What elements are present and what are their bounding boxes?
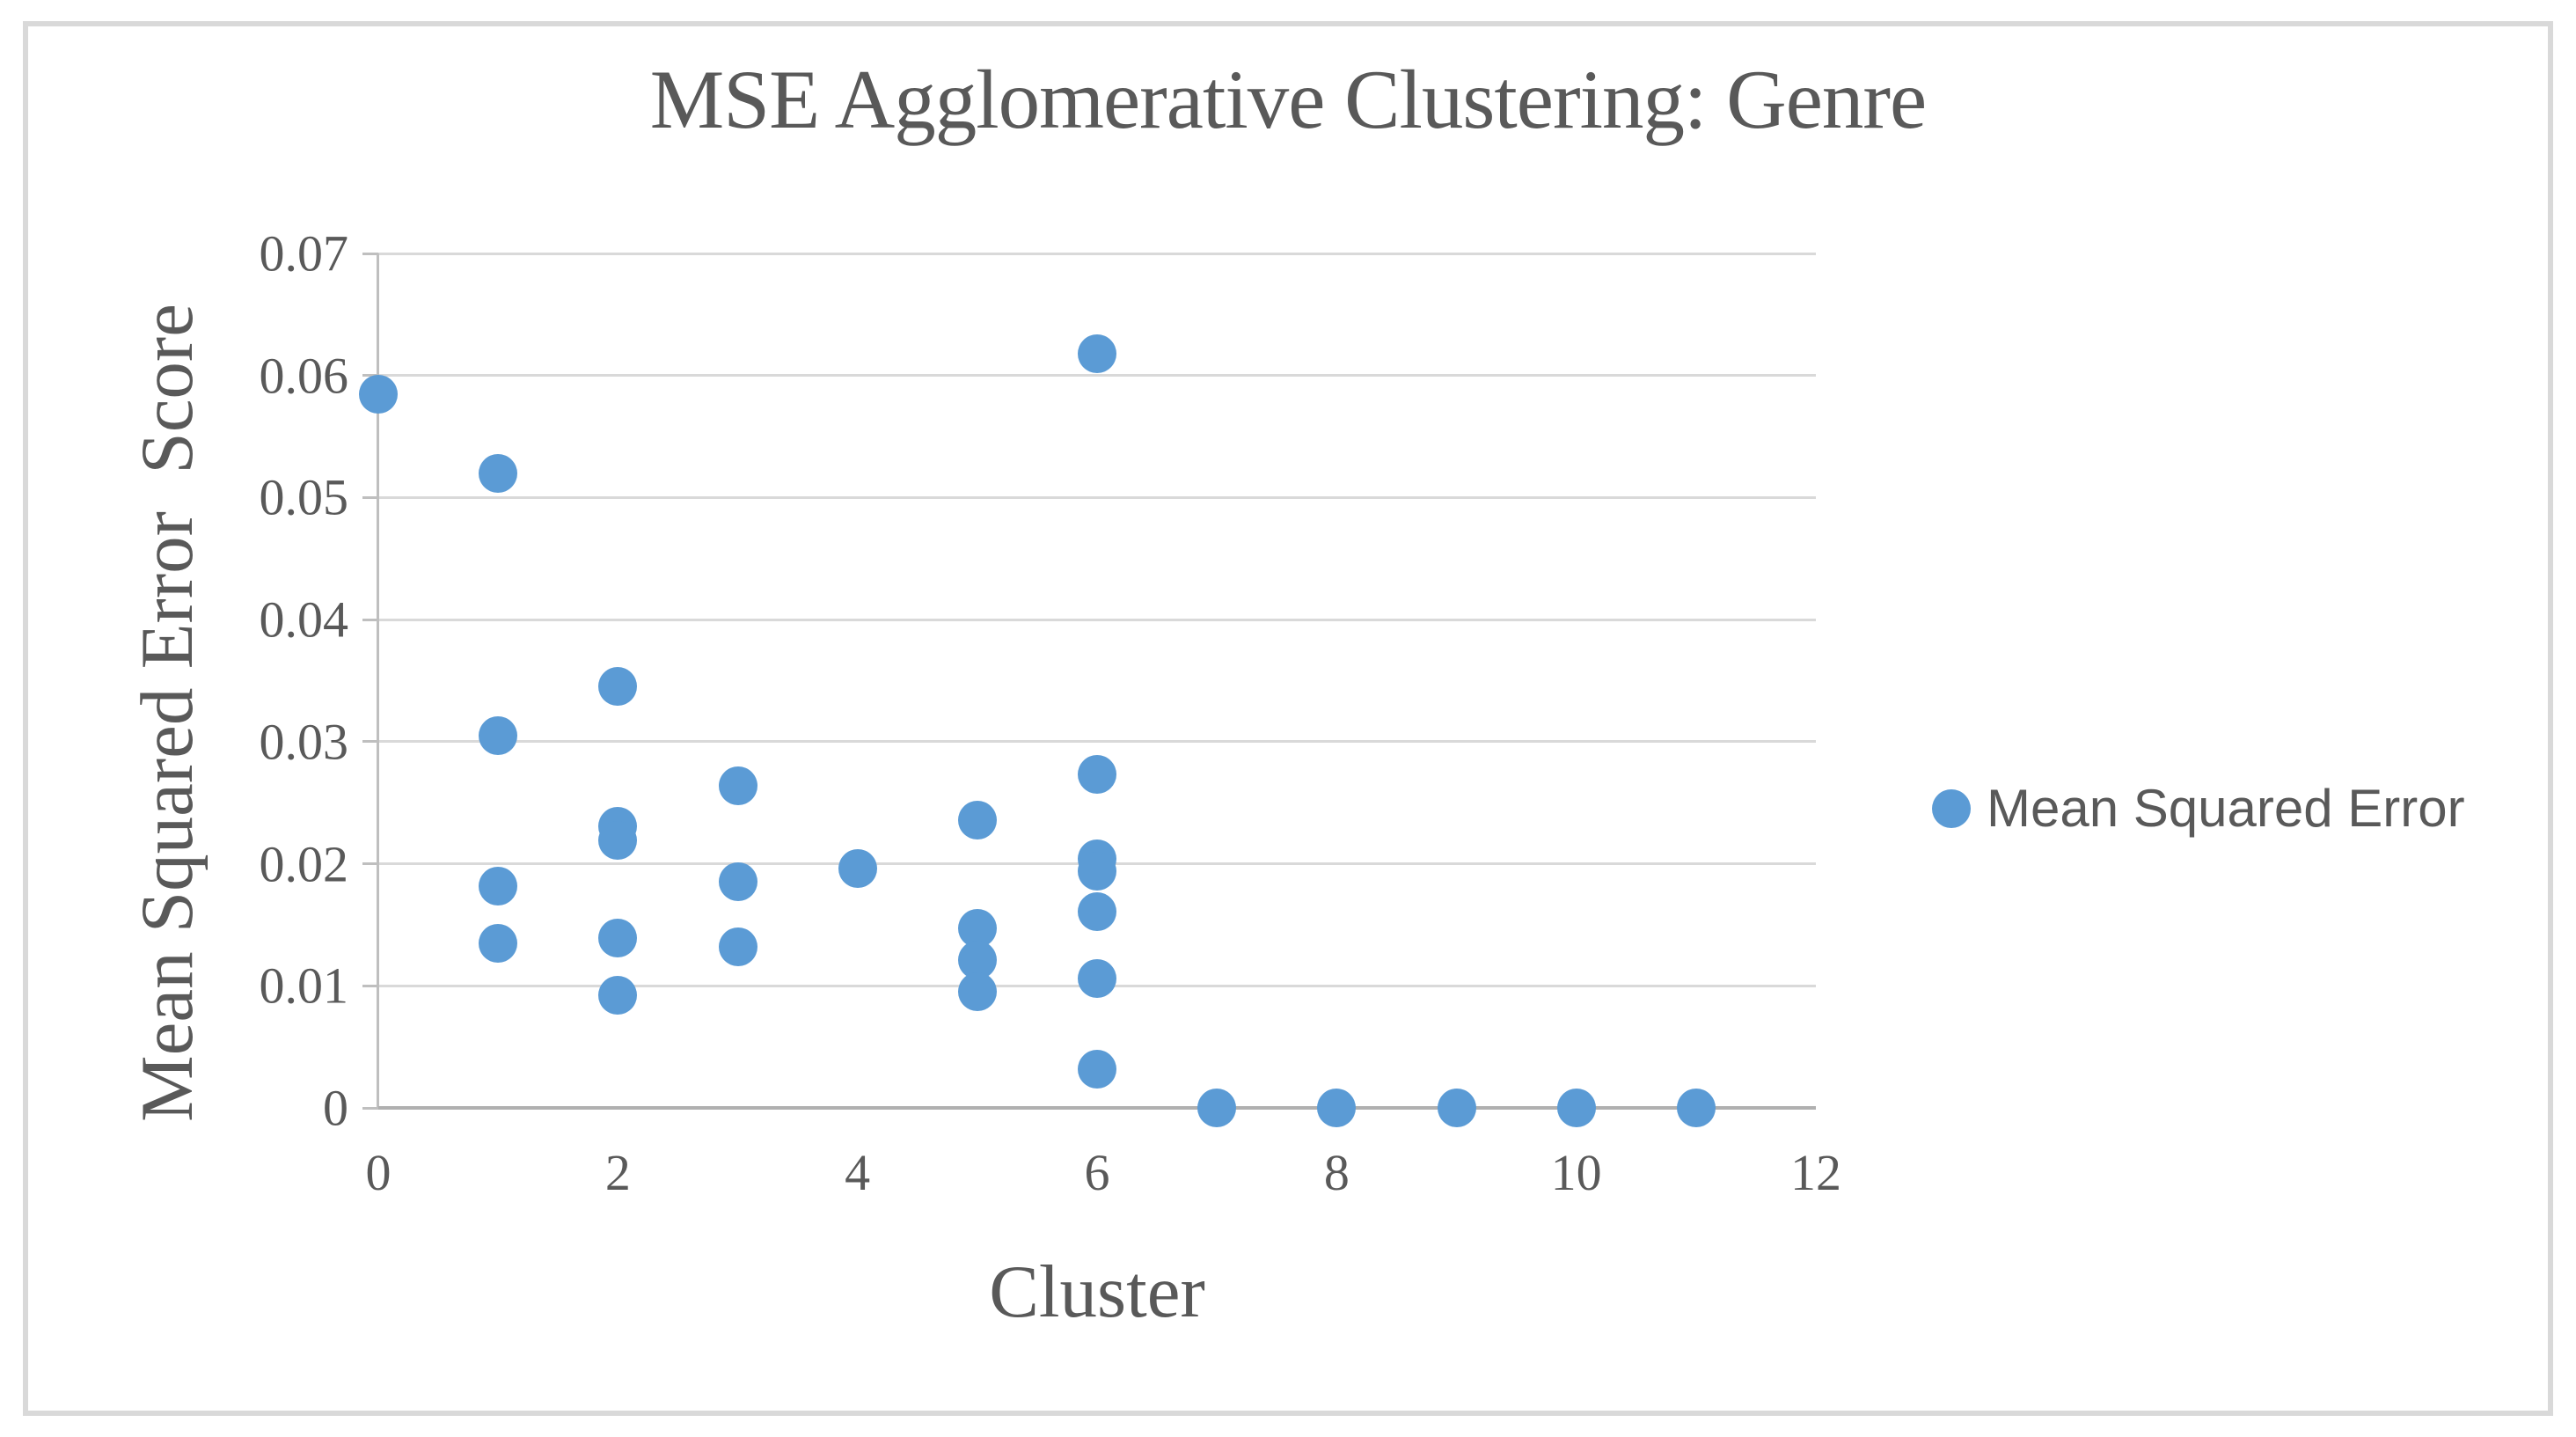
legend-marker-icon [1932, 788, 1971, 828]
y-tick-label: 0.05 [259, 468, 349, 526]
data-point [957, 800, 997, 839]
data-point [718, 766, 757, 805]
y-tick-mark [362, 740, 378, 744]
gridline [378, 495, 1816, 499]
data-point [1556, 1089, 1596, 1127]
y-tick-label: 0.04 [259, 590, 349, 649]
y-tick-mark [362, 495, 378, 499]
y-tick-label: 0.03 [259, 713, 349, 771]
y-tick-label: 0.02 [259, 835, 349, 893]
y-tick-label: 0.01 [259, 957, 349, 1015]
data-point [479, 923, 518, 963]
data-point [598, 976, 638, 1015]
gridline [378, 252, 1816, 255]
x-tick-label: 8 [1323, 1144, 1350, 1201]
data-point [1078, 891, 1116, 931]
data-point [1317, 1089, 1357, 1127]
gridline [378, 740, 1816, 744]
chart-title: MSE Agglomerative Clustering: Genre [649, 53, 1927, 146]
data-point [479, 715, 518, 755]
legend-label: Mean Squared Error [1987, 779, 2465, 838]
data-point [1078, 851, 1116, 891]
y-axis-title: Mean Squared Error Score [126, 304, 209, 1122]
plot-area: Cluster 0 0.01 0.02 0.03 0.04 0.05 0.06 0.07 0 2 4… [260, 225, 1842, 1334]
y-tick-label: 0 [323, 1079, 348, 1137]
data-point [957, 972, 997, 1012]
data-point [838, 849, 877, 889]
data-point [718, 927, 757, 966]
data-point [1437, 1089, 1476, 1127]
x-tick-label: 2 [604, 1144, 631, 1201]
y-tick-mark [362, 252, 378, 255]
x-axis-title: Cluster [989, 1250, 1205, 1333]
gridline [378, 374, 1816, 378]
data-point [479, 866, 518, 905]
data-point [479, 453, 518, 493]
gridline [378, 618, 1816, 621]
y-tick-mark [362, 862, 378, 866]
x-tick-label: 6 [1084, 1144, 1110, 1201]
x-tick-label: 0 [365, 1144, 392, 1201]
y-tick-label: 0.07 [259, 224, 349, 282]
data-point [1197, 1089, 1237, 1127]
x-tick-label: 12 [1790, 1144, 1841, 1201]
x-axis-line [378, 1106, 1816, 1110]
data-point [1078, 755, 1116, 795]
y-tick-mark [362, 618, 378, 621]
data-point [598, 919, 638, 958]
data-point [1676, 1089, 1716, 1127]
y-tick-mark [362, 1106, 378, 1110]
y-tick-mark [362, 984, 378, 987]
data-point [1078, 1049, 1116, 1089]
data-point [598, 667, 638, 707]
y-axis-line [377, 253, 379, 1108]
data-point [1078, 958, 1116, 998]
data-point [598, 821, 638, 861]
data-point [1078, 334, 1116, 373]
data-point [718, 862, 757, 902]
y-tick-label: 0.06 [259, 347, 349, 405]
x-tick-label: 4 [845, 1144, 871, 1201]
x-tick-label: 10 [1550, 1144, 1602, 1201]
data-point [359, 374, 398, 414]
legend: Mean Squared Error [1932, 778, 2465, 839]
